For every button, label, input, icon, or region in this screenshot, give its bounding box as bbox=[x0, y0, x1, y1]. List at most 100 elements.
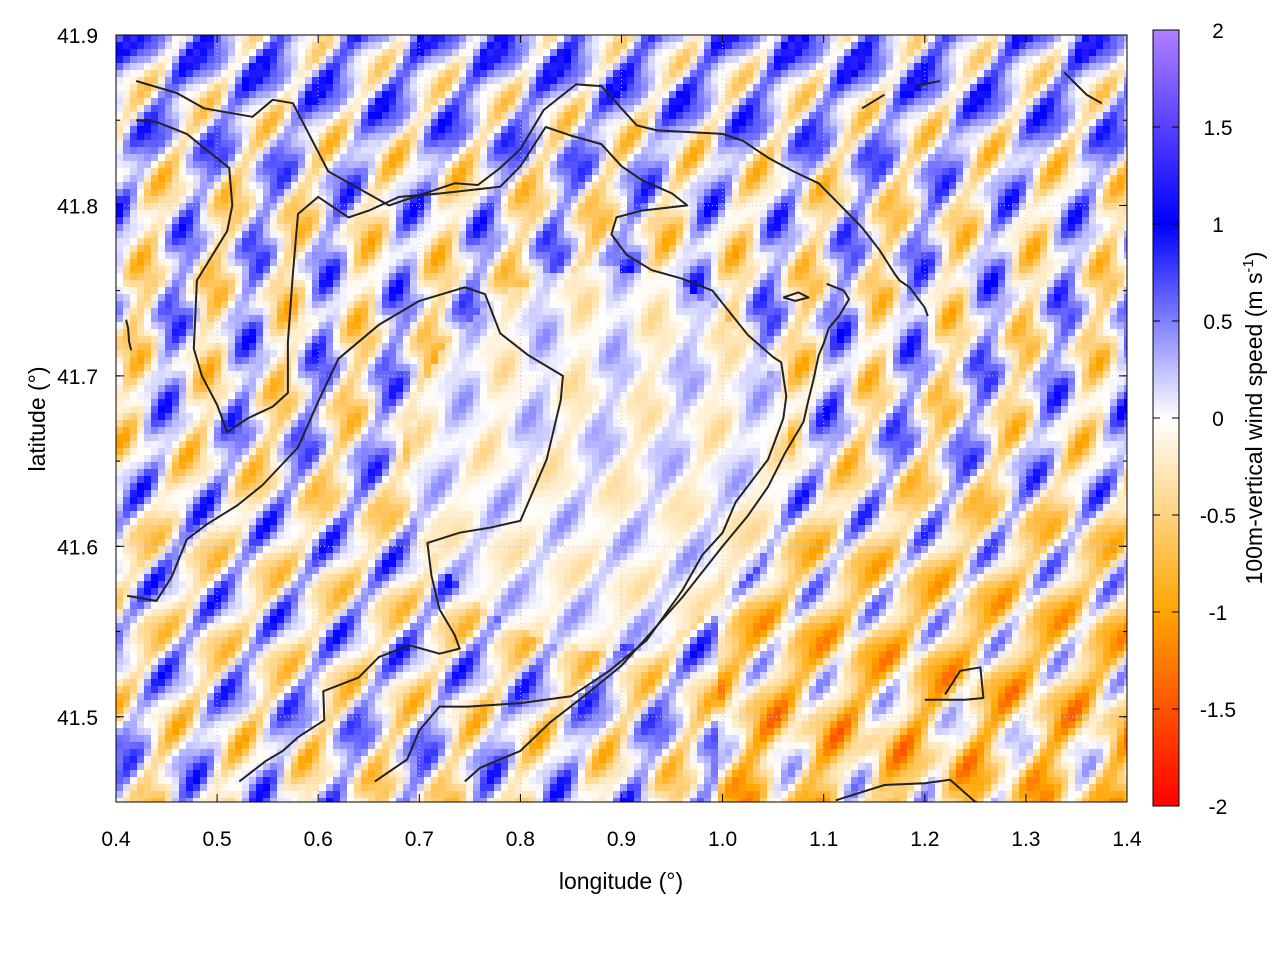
heatmap-cell bbox=[1110, 231, 1118, 239]
heatmap-cell bbox=[1005, 70, 1013, 78]
heatmap-cell bbox=[123, 91, 131, 99]
heatmap-cell bbox=[508, 56, 516, 64]
heatmap-cell bbox=[536, 217, 544, 225]
heatmap-cell bbox=[333, 70, 341, 78]
heatmap-cell bbox=[571, 266, 579, 274]
heatmap-cell bbox=[466, 112, 474, 120]
heatmap-cell bbox=[487, 35, 495, 43]
heatmap-cell bbox=[242, 161, 250, 169]
heatmap-cell bbox=[312, 77, 320, 85]
heatmap-cell bbox=[228, 168, 236, 176]
heatmap-cell bbox=[291, 133, 299, 141]
heatmap-cell bbox=[928, 154, 936, 162]
heatmap-cell bbox=[431, 119, 439, 127]
heatmap-cell bbox=[669, 161, 677, 169]
heatmap-cell bbox=[718, 161, 726, 169]
heatmap-cell bbox=[816, 91, 824, 99]
heatmap-cell bbox=[732, 112, 740, 120]
heatmap-cell bbox=[207, 161, 215, 169]
heatmap-cell bbox=[438, 245, 446, 253]
heatmap-cell bbox=[200, 147, 208, 155]
heatmap-cell bbox=[886, 252, 894, 260]
heatmap-cell bbox=[935, 210, 943, 218]
heatmap-cell bbox=[340, 140, 348, 148]
heatmap-cell bbox=[501, 210, 509, 218]
heatmap-cell bbox=[1103, 252, 1111, 260]
heatmap-cell bbox=[823, 35, 831, 43]
heatmap-cell bbox=[802, 147, 810, 155]
heatmap-cell bbox=[249, 42, 257, 50]
heatmap-cell bbox=[536, 189, 544, 197]
heatmap-cell bbox=[508, 266, 516, 274]
heatmap-cell bbox=[669, 238, 677, 246]
heatmap-cell bbox=[417, 252, 425, 260]
heatmap-cell bbox=[914, 105, 922, 113]
heatmap-cell bbox=[823, 77, 831, 85]
heatmap-cell bbox=[732, 196, 740, 204]
heatmap-cell bbox=[998, 70, 1006, 78]
heatmap-cell bbox=[361, 35, 369, 43]
heatmap-cell bbox=[550, 42, 558, 50]
heatmap-cell bbox=[361, 210, 369, 218]
heatmap-cell bbox=[949, 154, 957, 162]
heatmap-cell bbox=[494, 245, 502, 253]
heatmap-cell bbox=[718, 189, 726, 197]
heatmap-cell bbox=[991, 259, 999, 267]
heatmap-cell bbox=[774, 224, 782, 232]
heatmap-cell bbox=[851, 210, 859, 218]
heatmap-cell bbox=[907, 133, 915, 141]
heatmap-cell bbox=[417, 77, 425, 85]
heatmap-cell bbox=[515, 231, 523, 239]
heatmap-cell bbox=[655, 140, 663, 148]
heatmap-cell bbox=[116, 42, 124, 50]
heatmap-cell bbox=[921, 175, 929, 183]
heatmap-cell bbox=[319, 259, 327, 267]
heatmap-cell bbox=[613, 266, 621, 274]
heatmap-cell bbox=[522, 77, 530, 85]
heatmap-cell bbox=[599, 119, 607, 127]
heatmap-cell bbox=[550, 168, 558, 176]
heatmap-cell bbox=[823, 161, 831, 169]
heatmap-cell bbox=[333, 98, 341, 106]
heatmap-cell bbox=[193, 77, 201, 85]
heatmap-cell bbox=[914, 238, 922, 246]
heatmap-cell bbox=[739, 119, 747, 127]
heatmap-cell bbox=[1110, 189, 1118, 197]
heatmap-cell bbox=[893, 203, 901, 211]
heatmap-cell bbox=[319, 91, 327, 99]
heatmap-cell bbox=[872, 42, 880, 50]
heatmap-cell bbox=[242, 252, 250, 260]
heatmap-cell bbox=[480, 147, 488, 155]
heatmap-cell bbox=[529, 77, 537, 85]
heatmap-cell bbox=[207, 140, 215, 148]
heatmap-cell bbox=[214, 147, 222, 155]
heatmap-cell bbox=[375, 84, 383, 92]
heatmap-cell bbox=[193, 140, 201, 148]
heatmap-cell bbox=[942, 49, 950, 57]
heatmap-cell bbox=[340, 266, 348, 274]
heatmap-cell bbox=[571, 196, 579, 204]
heatmap-cell bbox=[809, 161, 817, 169]
heatmap-cell bbox=[662, 266, 670, 274]
heatmap-cell bbox=[634, 147, 642, 155]
heatmap-cell bbox=[599, 224, 607, 232]
heatmap-cell bbox=[144, 189, 152, 197]
heatmap-cell bbox=[1019, 168, 1027, 176]
heatmap-cell bbox=[977, 210, 985, 218]
heatmap-cell bbox=[424, 259, 432, 267]
heatmap-cell bbox=[781, 168, 789, 176]
heatmap-cell bbox=[277, 49, 285, 57]
heatmap-cell bbox=[151, 140, 159, 148]
heatmap-cell bbox=[914, 140, 922, 148]
heatmap-cell bbox=[1082, 210, 1090, 218]
heatmap-cell bbox=[368, 119, 376, 127]
heatmap-cell bbox=[354, 196, 362, 204]
heatmap-cell bbox=[389, 70, 397, 78]
heatmap-cell bbox=[578, 224, 586, 232]
heatmap-cell bbox=[718, 231, 726, 239]
heatmap-cell bbox=[620, 119, 628, 127]
heatmap-cell bbox=[207, 182, 215, 190]
heatmap-cell bbox=[886, 196, 894, 204]
heatmap-cell bbox=[550, 175, 558, 183]
heatmap-cell bbox=[508, 126, 516, 134]
